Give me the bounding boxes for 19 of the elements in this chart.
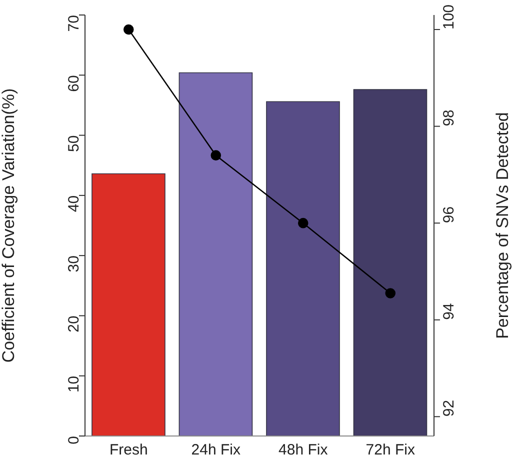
- x-tick-label: 72h Fix: [366, 442, 416, 459]
- y-tick-label: 50: [65, 135, 82, 152]
- y2-axis-title: Percentage of SNVs Detected: [493, 112, 512, 339]
- y-tick-label: 60: [65, 75, 82, 92]
- x-tick-label: 48h Fix: [278, 442, 328, 459]
- x-tick-label: 24h Fix: [191, 442, 241, 459]
- y-tick-label: 70: [65, 15, 82, 32]
- y-tick-label: 30: [65, 256, 82, 272]
- y-tick-label: 0: [65, 436, 82, 444]
- y-tick-label: 10: [65, 376, 82, 393]
- y2-tick-label: 100: [440, 4, 458, 30]
- y-axis-title: Coefficient of Coverage Variation(%): [0, 88, 18, 363]
- y2-tick-label: 96: [440, 206, 458, 224]
- y2-tick-label: 94: [440, 303, 458, 320]
- y-tick-label: 20: [65, 316, 82, 332]
- x-tick-label: Fresh: [109, 442, 148, 459]
- y2-tick-label: 92: [440, 400, 458, 417]
- y-tick-label: 40: [65, 195, 82, 212]
- y2-tick-label: 98: [440, 110, 458, 126]
